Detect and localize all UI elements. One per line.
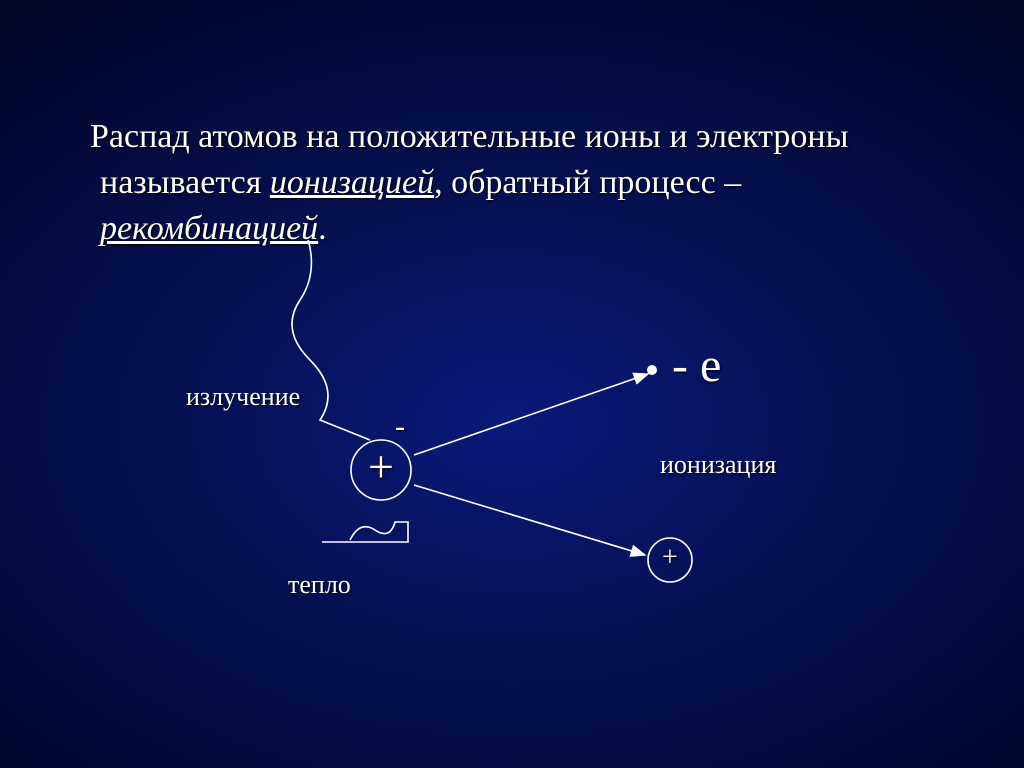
- label-radiation: излучение: [186, 382, 300, 412]
- plus-small: +: [662, 544, 678, 572]
- heat-symbol: [322, 522, 408, 542]
- text-mid: , обратный процесс –: [434, 164, 741, 201]
- radiation-wave: [292, 240, 370, 440]
- plus-big: +: [368, 444, 394, 490]
- electron-dot: [647, 365, 657, 375]
- arrow-to-electron: [414, 374, 648, 455]
- ionization-diagram: излучение тепло ионизация - е - + +: [0, 240, 1024, 768]
- label-heat: тепло: [288, 570, 351, 600]
- label-electron: - е: [672, 338, 721, 393]
- definition-text: Распад атомов на положительные ионы и эл…: [50, 114, 974, 252]
- diagram-svg: [0, 240, 1024, 768]
- arrow-to-ion: [414, 485, 645, 555]
- label-ionization: ионизация: [660, 450, 776, 480]
- slide-content: Распад атомов на положительные ионы и эл…: [0, 0, 1024, 252]
- term-ionization: ионизацией: [270, 164, 434, 201]
- label-minus: -: [395, 410, 405, 444]
